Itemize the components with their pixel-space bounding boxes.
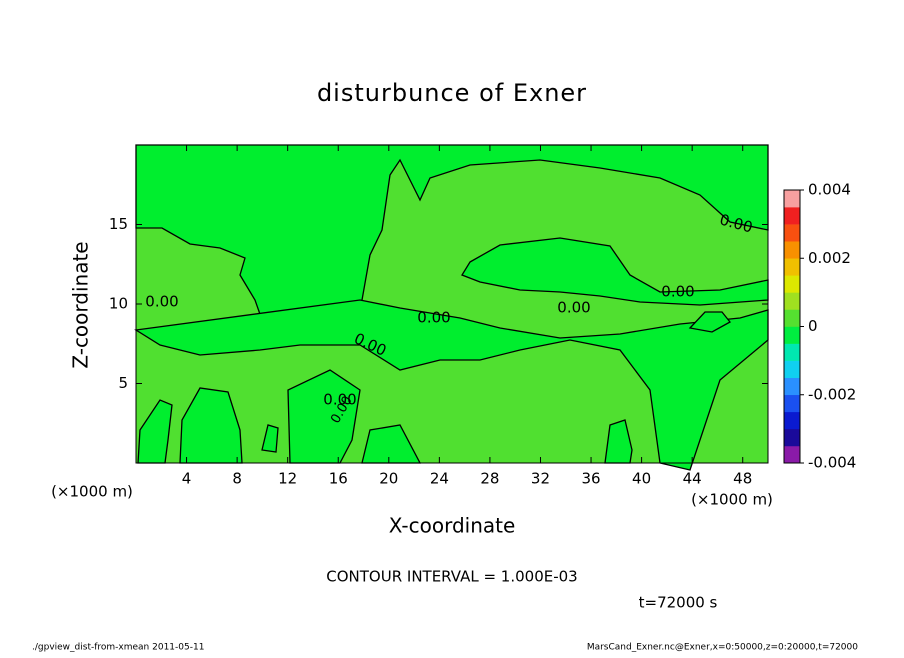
x-tick-label: 40 — [632, 470, 651, 488]
footer-left: ./gpview_dist-from-xmean 2011-05-11 — [32, 643, 204, 653]
contour-label: 0.00 — [145, 293, 178, 311]
contour-interval: CONTOUR INTERVAL = 1.000E-03 — [326, 568, 577, 586]
colorbar-swatch — [784, 190, 800, 208]
colorbar-tick-label: 0.002 — [808, 249, 851, 267]
colorbar-tick-label: -0.004 — [808, 454, 856, 472]
colorbar-swatch — [784, 258, 800, 276]
time-label: t=72000 s — [639, 594, 718, 612]
y-axis-label: Z-coordinate — [69, 241, 93, 368]
colorbar-swatch — [784, 275, 800, 293]
y-tick-label: 10 — [109, 295, 128, 313]
colorbar-swatch — [784, 207, 800, 225]
x-unit-right: (×1000 m) — [691, 491, 773, 509]
colorbar-swatch — [784, 411, 800, 430]
colorbar-swatch — [784, 241, 800, 259]
footer-right: MarsCand_Exner.nc@Exner,x=0:50000,z=0:20… — [587, 643, 858, 653]
colorbar-swatch — [784, 445, 800, 464]
colorbar-swatch — [784, 326, 800, 344]
x-tick-label: 16 — [329, 470, 348, 488]
x-tick-label: 36 — [581, 470, 600, 488]
colorbar-tick-label: -0.002 — [808, 385, 856, 403]
colorbar-swatch — [784, 394, 800, 413]
x-tick-label: 44 — [683, 470, 702, 488]
colorbar-tick-label: 0 — [808, 317, 818, 335]
contour-fill — [134, 144, 769, 471]
colorbar-swatch — [784, 224, 800, 242]
chart-title: disturbunce of Exner — [317, 79, 587, 107]
colorbar-swatch — [784, 360, 800, 378]
x-tick-label: 28 — [480, 470, 499, 488]
y-tick-label: 5 — [118, 374, 128, 392]
x-tick-label: 48 — [733, 470, 752, 488]
colorbar-swatch — [784, 377, 800, 396]
contour-label: 0.00 — [661, 283, 694, 301]
contour-label: 0.00 — [323, 391, 356, 409]
x-tick-label: 12 — [278, 470, 297, 488]
x-tick-label: 32 — [531, 470, 550, 488]
x-axis-label: X-coordinate — [389, 514, 516, 538]
contour-labels: 0.000.000.000.000.000.000.000.00 — [145, 211, 754, 427]
colorbar-swatch — [784, 343, 800, 361]
contour-label: 0.00 — [417, 309, 450, 327]
colorbar-swatch — [784, 309, 800, 327]
y-tick-label: 15 — [109, 215, 128, 233]
colorbar-tick-label: 0.004 — [808, 181, 851, 199]
colorbar-swatch — [784, 428, 800, 447]
x-tick-label: 20 — [379, 470, 398, 488]
x-unit-left: (×1000 m) — [51, 483, 133, 501]
x-tick-label: 4 — [182, 470, 192, 488]
x-tick-label: 8 — [232, 470, 242, 488]
contour-label: 0.00 — [557, 299, 590, 317]
x-tick-label: 24 — [430, 470, 449, 488]
colorbar-swatch — [784, 292, 800, 310]
